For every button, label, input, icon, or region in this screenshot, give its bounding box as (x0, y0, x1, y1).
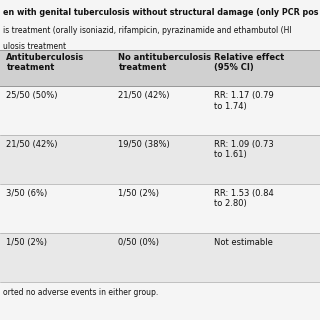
Text: 21/50 (42%): 21/50 (42%) (118, 91, 170, 100)
Text: Antituberculosis
treatment: Antituberculosis treatment (6, 53, 85, 72)
Text: Relative effect
(95% CI): Relative effect (95% CI) (214, 53, 285, 72)
Bar (0, 135, 320, 184)
Text: is treatment (orally isoniazid, rifampicin, pyrazinamide and ethambutol (HI: is treatment (orally isoniazid, rifampic… (3, 26, 292, 35)
Text: 0/50 (0%): 0/50 (0%) (118, 238, 159, 247)
Bar (0, 233, 320, 282)
Text: 1/50 (2%): 1/50 (2%) (6, 238, 47, 247)
Text: 19/50 (38%): 19/50 (38%) (118, 140, 170, 149)
Text: No antituberculosis
treatment: No antituberculosis treatment (118, 53, 212, 72)
Text: ulosis treatment: ulosis treatment (3, 42, 66, 51)
Text: Not estimable: Not estimable (214, 238, 273, 247)
Text: orted no adverse events in either group.: orted no adverse events in either group. (3, 288, 158, 297)
Text: en with genital tuberculosis without structural damage (only PCR pos: en with genital tuberculosis without str… (3, 8, 319, 17)
Text: RR: 1.09 (0.73
to 1.61): RR: 1.09 (0.73 to 1.61) (214, 140, 274, 159)
Text: 3/50 (6%): 3/50 (6%) (6, 189, 48, 198)
Text: 21/50 (42%): 21/50 (42%) (6, 140, 58, 149)
Bar (0, 184, 320, 233)
Text: RR: 1.53 (0.84
to 2.80): RR: 1.53 (0.84 to 2.80) (214, 189, 274, 208)
Bar (0, 50, 320, 86)
Text: 1/50 (2%): 1/50 (2%) (118, 189, 159, 198)
Bar (0, 86, 320, 135)
Text: RR: 1.17 (0.79
to 1.74): RR: 1.17 (0.79 to 1.74) (214, 91, 274, 111)
Text: 25/50 (50%): 25/50 (50%) (6, 91, 58, 100)
